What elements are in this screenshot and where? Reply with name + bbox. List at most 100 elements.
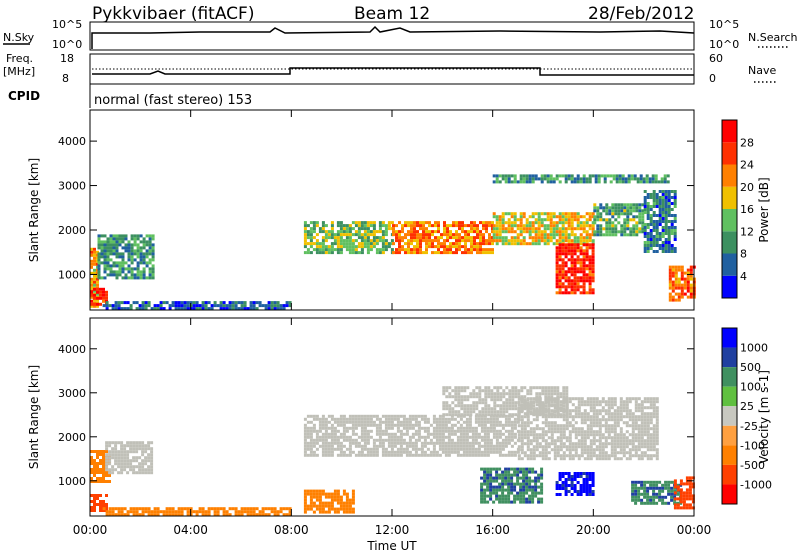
- velocity-cell: [372, 447, 376, 451]
- power-cell: [348, 230, 352, 234]
- power-cell: [570, 264, 574, 268]
- velocity-cell: [501, 497, 505, 501]
- power-cell: [663, 174, 667, 178]
- velocity-cell: [336, 507, 340, 511]
- velocity-cell: [562, 433, 566, 437]
- velocity-cell: [333, 420, 337, 424]
- velocity-cell: [504, 473, 508, 477]
- power-cell: [620, 212, 624, 216]
- velocity-cell: [483, 420, 487, 424]
- velocity-cell: [574, 430, 578, 434]
- velocity-cell: [534, 488, 538, 492]
- velocity-cell: [405, 429, 409, 433]
- velocity-cell: [489, 420, 493, 424]
- velocity-cell: [150, 441, 154, 445]
- velocity-cell: [504, 453, 508, 457]
- velocity-cell: [150, 510, 154, 514]
- power-cell: [321, 221, 325, 225]
- velocity-cell: [634, 427, 638, 431]
- velocity-cell: [604, 412, 608, 416]
- power-cell: [130, 270, 134, 274]
- velocity-cell: [613, 457, 617, 461]
- power-cell: [661, 196, 665, 199]
- velocity-cell: [186, 507, 190, 511]
- velocity-cell: [529, 457, 533, 461]
- velocity-cell: [318, 492, 322, 496]
- velocity-cell: [507, 479, 511, 483]
- power-cell: [564, 246, 568, 250]
- power-cell: [641, 218, 645, 222]
- velocity-cell: [354, 420, 358, 424]
- power-cell: [219, 301, 223, 305]
- velocity-cell: [547, 397, 551, 401]
- velocity-cell: [541, 430, 545, 434]
- velocity-cell: [345, 507, 349, 511]
- velocity-cell: [348, 426, 352, 430]
- velocity-cell: [454, 410, 458, 414]
- velocity-cell: [93, 450, 96, 453]
- power-cell: [318, 248, 322, 252]
- velocity-cell: [366, 423, 370, 427]
- velocity-cell: [216, 513, 220, 517]
- velocity-cell: [408, 417, 412, 421]
- velocity-cell: [523, 403, 527, 407]
- power-cell: [561, 267, 565, 271]
- power-cell: [564, 288, 568, 292]
- power-cell: [555, 227, 559, 231]
- velocity-cell: [144, 462, 148, 466]
- power-cell: [555, 270, 559, 274]
- velocity-cell: [420, 441, 424, 445]
- velocity-cell: [535, 407, 539, 411]
- velocity-cell: [363, 423, 367, 427]
- velocity-cell: [595, 415, 599, 419]
- velocity-cell: [541, 409, 545, 413]
- velocity-cell: [598, 409, 602, 413]
- power-cell: [306, 251, 310, 255]
- velocity-cell: [580, 427, 584, 431]
- velocity-cell: [483, 417, 487, 421]
- power-cell: [342, 230, 346, 234]
- velocity-cell: [360, 414, 364, 418]
- velocity-cell: [312, 453, 316, 457]
- velocity-cell: [610, 427, 614, 431]
- velocity-cell: [613, 454, 617, 458]
- power-cell: [668, 280, 672, 284]
- power-cell: [661, 217, 665, 220]
- power-cell: [407, 221, 410, 225]
- power-cell: [564, 243, 568, 247]
- power-cell: [114, 301, 118, 305]
- power-cell: [273, 307, 277, 311]
- power-cell: [629, 230, 633, 234]
- velocity-cell: [625, 439, 629, 443]
- velocity-cell: [135, 513, 139, 517]
- velocity-cell: [369, 450, 373, 454]
- power-cell: [303, 236, 307, 240]
- power-cell: [237, 301, 241, 305]
- velocity-cell: [147, 456, 151, 460]
- velocity-cell: [586, 454, 590, 458]
- velocity-cell: [619, 436, 623, 440]
- velocity-cell: [432, 414, 436, 418]
- velocity-cell: [324, 435, 328, 439]
- velocity-cell: [429, 453, 433, 457]
- velocity-cell: [535, 397, 539, 401]
- power-cell: [440, 245, 443, 249]
- power-cell: [643, 208, 647, 211]
- power-cell: [667, 232, 671, 235]
- power-cell: [516, 239, 520, 243]
- velocity-cell: [541, 386, 545, 390]
- velocity-cell: [330, 504, 334, 508]
- velocity-cell: [673, 485, 677, 489]
- power-cell: [635, 227, 639, 231]
- velocity-cell: [309, 498, 313, 502]
- power-cell: [629, 227, 633, 231]
- velocity-cell: [123, 456, 127, 460]
- power-cell: [258, 304, 262, 308]
- velocity-cell: [643, 486, 647, 490]
- velocity-cell: [381, 432, 385, 436]
- power-cell: [504, 227, 508, 231]
- velocity-cell: [679, 500, 683, 504]
- velocity-cell: [673, 503, 677, 507]
- power-cell: [623, 203, 627, 207]
- velocity-cell: [589, 397, 593, 401]
